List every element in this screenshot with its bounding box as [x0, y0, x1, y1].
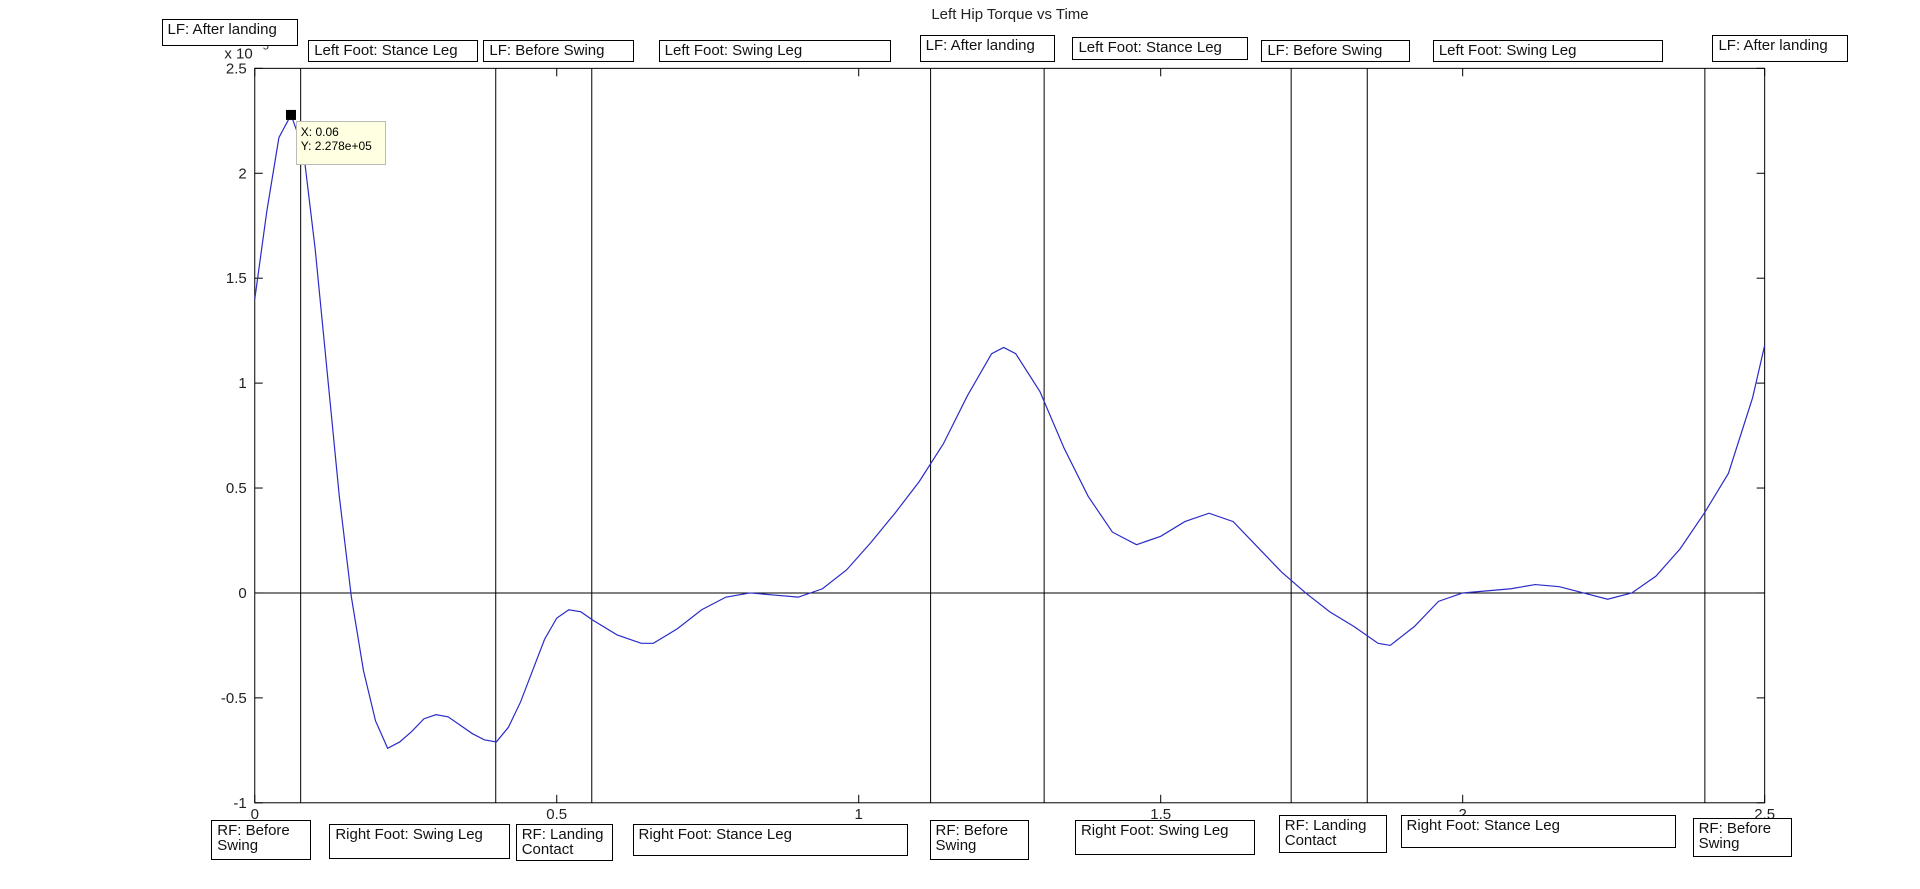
phase-label: Right Foot: Stance Leg — [632, 823, 909, 857]
phase-label: RF: Landing Contact — [1278, 815, 1387, 853]
datatip: X: 0.06 Y: 2.278e+05 — [295, 120, 387, 166]
y-tick-label: 2 — [238, 165, 246, 182]
x-tick-label: 0 — [251, 806, 259, 823]
phase-label: LF: After landing — [1712, 34, 1848, 63]
phase-label: Left Foot: Swing Leg — [658, 39, 892, 63]
phase-label: Right Foot: Stance Leg — [1400, 815, 1677, 848]
phase-label: Left Foot: Stance Leg — [1072, 37, 1248, 60]
phase-label: RF: Before Swing — [1692, 817, 1792, 858]
x-tick-label: 0.5 — [546, 806, 567, 823]
phase-label: RF: Landing Contact — [515, 823, 613, 862]
plot-box — [254, 67, 1766, 804]
phase-label: LF: After landing — [919, 34, 1056, 63]
phase-label: Left Foot: Swing Leg — [1432, 39, 1663, 63]
y-tick-label: 0 — [238, 585, 246, 602]
phase-label: Left Foot: Stance Leg — [308, 39, 479, 63]
y-tick-label: -1 — [233, 795, 246, 812]
data-line — [254, 113, 1766, 750]
datatip-text: Y: 2.278e+05 — [300, 138, 372, 153]
chart-title: Left Hip Torque vs Time — [931, 6, 1088, 23]
y-tick-label: 0.5 — [226, 480, 247, 497]
datatip-text: X: 0.06 — [300, 124, 339, 139]
y-tick-label: -0.5 — [221, 690, 247, 707]
y-tick-label: 1 — [238, 375, 246, 392]
phase-label: Right Foot: Swing Leg — [329, 823, 510, 859]
phase-label: LF: Before Swing — [483, 39, 634, 63]
y-exponent-base: x 10 — [224, 45, 252, 62]
y-tick-label: 2.5 — [226, 60, 247, 77]
x-tick-label: 1 — [855, 806, 863, 823]
x-tick-label: 1.5 — [1150, 806, 1171, 823]
datatip-marker — [285, 109, 296, 120]
phase-label: LF: After landing — [161, 18, 299, 46]
x-tick-label: 2 — [1459, 806, 1467, 823]
y-exponent: 5 — [263, 40, 269, 52]
phase-label: RF: Before Swing — [929, 820, 1029, 860]
phase-label: Right Foot: Swing Leg — [1074, 820, 1256, 855]
phase-label: LF: Before Swing — [1261, 39, 1411, 63]
phase-label: RF: Before Swing — [211, 820, 311, 860]
y-tick-label: 1.5 — [226, 270, 247, 287]
